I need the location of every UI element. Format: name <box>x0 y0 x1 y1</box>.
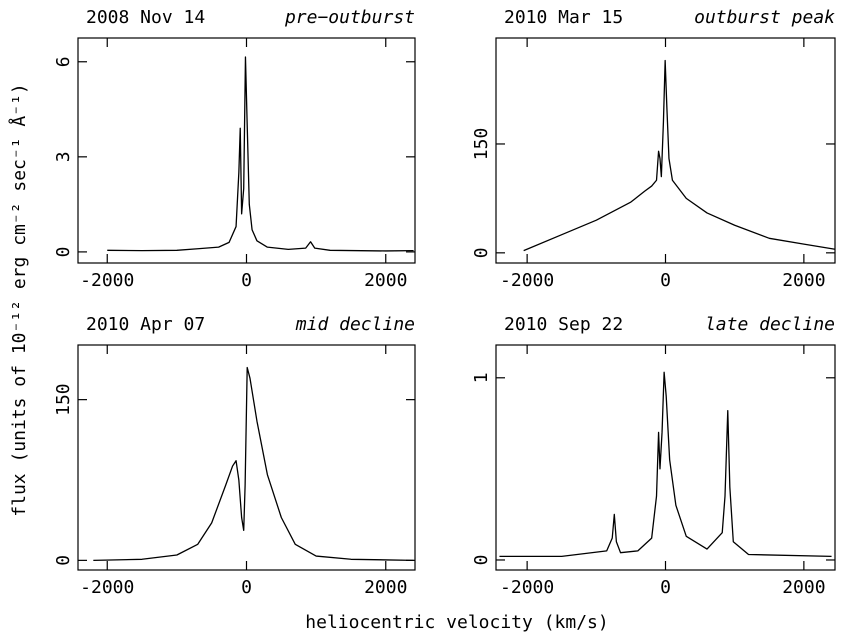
plot-frame <box>495 344 836 571</box>
spectrum-line <box>499 371 832 557</box>
x-tick-label: 0 <box>660 577 671 598</box>
plot-frame <box>77 37 416 264</box>
x-tick-label: 2000 <box>364 270 407 291</box>
spectrum-line <box>107 56 414 252</box>
y-tick-label: 0 <box>53 555 74 566</box>
x-axis-label: heliocentric velocity (km/s) <box>305 612 608 633</box>
panel-subtitle: mid decline <box>295 314 415 335</box>
y-tick-label: 3 <box>53 151 74 162</box>
x-tick-label: 0 <box>241 270 252 291</box>
y-tick-label: 0 <box>53 246 74 257</box>
x-tick-label: 2000 <box>782 270 825 291</box>
y-axis-label: flux (units of 10⁻¹² erg cm⁻² sec⁻¹ Å⁻¹) <box>8 83 30 516</box>
x-tick-label: -2000 <box>500 270 554 291</box>
y-tick-label: 150 <box>471 128 492 161</box>
panel-title: 2010 Mar 15 <box>504 7 623 28</box>
panel-subtitle: outburst peak <box>694 7 835 28</box>
panel-subtitle: pre−outburst <box>284 7 415 28</box>
x-tick-label: -2000 <box>80 577 134 598</box>
x-tick-label: 0 <box>241 577 252 598</box>
spectrum-line <box>523 59 836 252</box>
y-tick-label: 1 <box>471 372 492 383</box>
y-tick-label: 0 <box>471 247 492 258</box>
x-tick-label: 2000 <box>782 577 825 598</box>
x-tick-label: 0 <box>660 270 671 291</box>
spectrum-line <box>93 366 414 562</box>
y-tick-label: 150 <box>53 383 74 416</box>
x-tick-label: -2000 <box>500 577 554 598</box>
panel-subtitle: late decline <box>705 314 835 335</box>
x-tick-label: -2000 <box>80 270 134 291</box>
y-tick-label: 6 <box>53 56 74 67</box>
x-tick-label: 2000 <box>364 577 407 598</box>
panel-title: 2008 Nov 14 <box>86 7 205 28</box>
y-tick-label: 0 <box>471 555 492 566</box>
panel-title: 2010 Sep 22 <box>504 314 623 335</box>
panel-title: 2010 Apr 07 <box>86 314 205 335</box>
